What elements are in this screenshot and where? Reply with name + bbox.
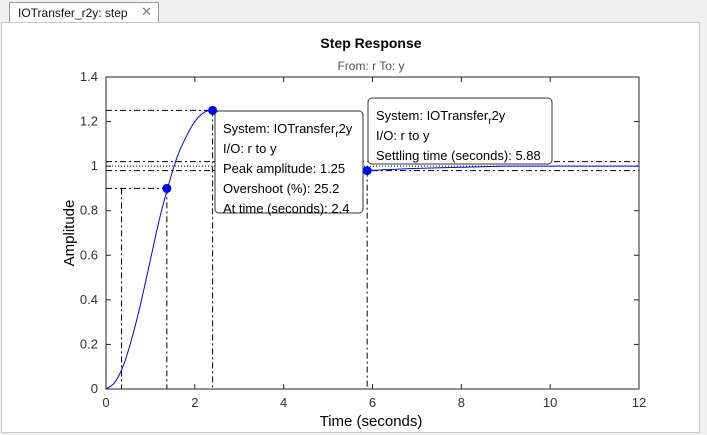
x-tick-label: 2: [191, 395, 198, 410]
data-marker: [162, 183, 172, 193]
y-tick-label: 0: [91, 381, 98, 396]
chart-title: Step Response: [320, 35, 421, 51]
datatip-text: 2y: [339, 121, 353, 136]
data-marker: [362, 166, 372, 176]
datatip-text: System: IOTransfer: [376, 108, 489, 123]
figure-canvas: Step Response From: r To: y Time (second…: [1, 22, 700, 433]
x-tick-label: 6: [369, 395, 376, 410]
y-tick-label: 0.4: [80, 292, 98, 307]
step-response-chart: Step Response From: r To: y Time (second…: [61, 35, 646, 430]
y-tick-label: 0.2: [80, 336, 98, 351]
x-tick-label: 12: [632, 395, 646, 410]
characteristic-markers: [162, 105, 372, 193]
y-tick-label: 0.6: [80, 247, 98, 262]
figure-window: Step Response From: r To: y Time (second…: [0, 22, 707, 435]
datatip-box: [214, 110, 364, 214]
datatip-text: Settling time (seconds): 5.88: [376, 148, 541, 163]
datatip-line: I/O: r to y: [223, 141, 277, 156]
chart-subtitle: From: r To: y: [337, 59, 404, 73]
datatip-text: I/O: r to y: [223, 141, 277, 156]
datatip-box: [367, 97, 553, 165]
datatip-line: Overshoot (%): 25.2: [223, 181, 339, 196]
datatip-line: Settling time (seconds): 5.88: [376, 148, 541, 163]
datatip-line: At time (seconds): 2.4: [223, 201, 349, 216]
datatip-text: Overshoot (%): 25.2: [223, 181, 339, 196]
datatip-subscript: r: [335, 129, 339, 140]
datatip-text: System: IOTransfer: [223, 121, 336, 136]
datatip-line: I/O: r to y: [376, 128, 430, 143]
x-axis-label: Time (seconds): [320, 413, 423, 430]
datatip-text: I/O: r to y: [376, 128, 430, 143]
datatip-line: System: IOTransferr2y: [376, 108, 506, 127]
y-tick-label: 1.4: [80, 69, 98, 84]
x-tick-label: 10: [543, 395, 557, 410]
y-axis-label: Amplitude: [61, 200, 78, 267]
x-tick-label: 4: [280, 395, 287, 410]
y-tick-label: 1.2: [80, 114, 98, 129]
x-tick-label: 8: [458, 395, 465, 410]
datatip-subscript: r: [488, 116, 492, 127]
y-tick-label: 1: [91, 158, 98, 173]
datatip-line: Peak amplitude: 1.25: [223, 161, 345, 176]
y-tick-label: 0.8: [80, 203, 98, 218]
datatip-text: Peak amplitude: 1.25: [223, 161, 345, 176]
figure-tab-bar: IOTransfer_r2y: step ✕: [0, 0, 707, 23]
x-tick-label: 0: [102, 395, 109, 410]
figure-tab-label: IOTransfer_r2y: step: [18, 5, 128, 20]
datatip-line: System: IOTransferr2y: [223, 121, 353, 140]
data-marker: [208, 105, 218, 115]
close-icon[interactable]: ✕: [141, 5, 152, 20]
datatip-text: At time (seconds): 2.4: [223, 201, 349, 216]
figure-tab[interactable]: IOTransfer_r2y: step ✕: [9, 2, 159, 22]
datatip-text: 2y: [492, 108, 506, 123]
